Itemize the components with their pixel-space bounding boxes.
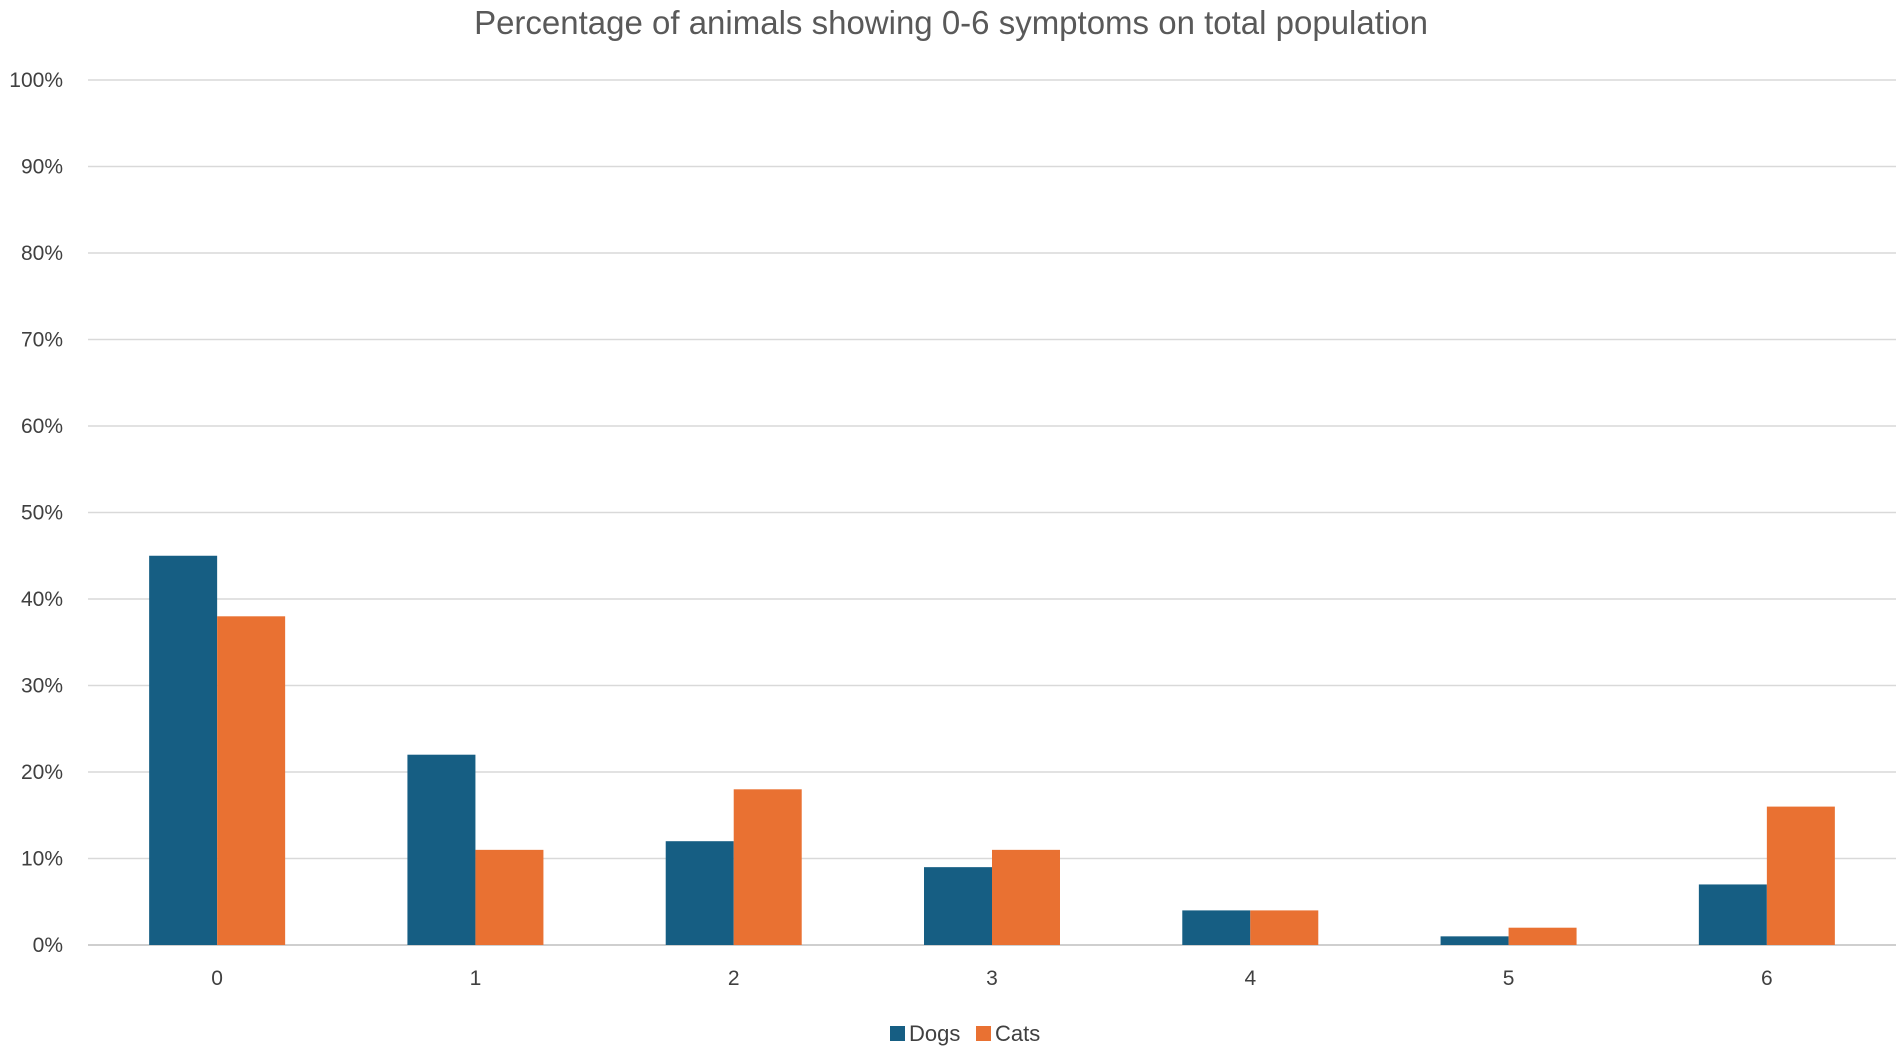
chart-title: Percentage of animals showing 0-6 sympto… — [474, 4, 1428, 41]
x-tick-label-3: 3 — [986, 967, 998, 990]
x-axis-tick-labels: 0 1 2 3 4 5 6 — [211, 967, 1772, 990]
y-tick-label-20: 20% — [21, 761, 63, 784]
bar-cats-0 — [217, 616, 286, 945]
bar-cats-6 — [1766, 806, 1835, 945]
y-tick-label-80: 80% — [21, 242, 63, 265]
bar-cats-5 — [1508, 927, 1577, 945]
bar-dogs-3 — [924, 867, 992, 945]
x-tick-label-5: 5 — [1503, 967, 1515, 990]
y-tick-label-40: 40% — [21, 588, 63, 611]
x-tick-label-0: 0 — [211, 967, 223, 990]
x-tick-label-1: 1 — [470, 967, 482, 990]
legend-label-dogs: Dogs — [909, 1021, 960, 1046]
bar-cats-1 — [475, 849, 544, 945]
gridlines — [88, 79, 1896, 946]
bar-dogs-0 — [149, 555, 218, 945]
x-tick-label-4: 4 — [1244, 967, 1256, 990]
y-tick-label-50: 50% — [21, 502, 63, 525]
y-axis-tick-labels: 0% 10% 20% 30% 40% 50% 60% 70% 80% 90% 100% — [9, 69, 63, 957]
bar-dogs-6 — [1698, 884, 1767, 945]
y-tick-label-30: 30% — [21, 675, 63, 698]
y-tick-label-90: 90% — [21, 156, 63, 179]
y-tick-label-10: 10% — [21, 848, 63, 871]
bar-cats-3 — [992, 849, 1060, 945]
bar-dogs-2 — [665, 841, 734, 945]
bar-dogs-5 — [1440, 936, 1509, 945]
bar-dogs-1 — [407, 754, 476, 945]
y-tick-label-100: 100% — [9, 69, 63, 92]
y-tick-label-60: 60% — [21, 415, 63, 438]
bars — [149, 555, 1835, 945]
x-tick-label-6: 6 — [1761, 967, 1773, 990]
legend: Dogs Cats — [890, 1021, 1040, 1046]
x-tick-label-2: 2 — [728, 967, 740, 990]
bar-cats-4 — [1250, 910, 1319, 945]
legend-swatch-dogs — [890, 1026, 905, 1041]
y-tick-label-70: 70% — [21, 329, 63, 352]
legend-swatch-cats — [976, 1026, 991, 1041]
legend-label-cats: Cats — [995, 1021, 1040, 1046]
bar-dogs-4 — [1182, 910, 1251, 945]
y-tick-label-0: 0% — [33, 934, 63, 957]
bar-cats-2 — [733, 789, 802, 945]
